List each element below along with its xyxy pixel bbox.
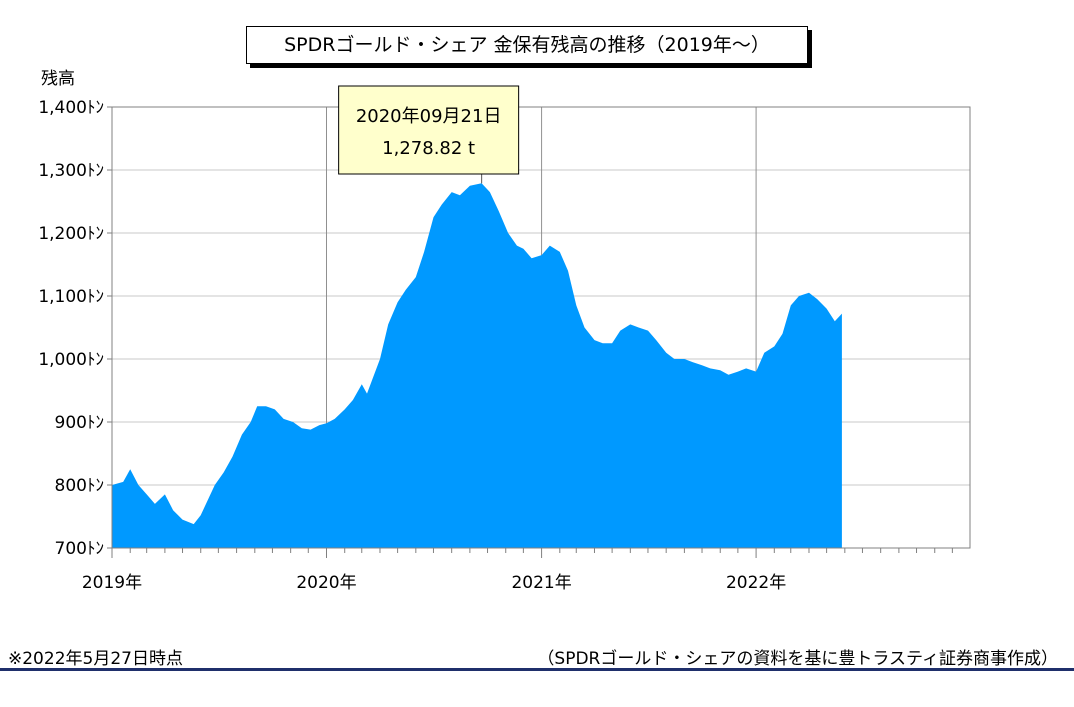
y-axis-ticks	[107, 106, 112, 549]
y-axis-title: 残高	[41, 69, 75, 89]
y-tick-label: 1,200ﾄﾝ	[38, 224, 104, 244]
footer-source: （SPDRゴールド・シェアの資料を基に豊トラスティ証券商事作成）	[537, 649, 1058, 669]
x-tick-label: 2022年	[726, 573, 786, 593]
callout-box	[338, 85, 520, 175]
y-tick-label: 700ﾄﾝ	[55, 539, 104, 559]
y-tick-label: 1,400ﾄﾝ	[38, 98, 104, 118]
x-axis-labels: 2019年 2020年 2021年 2022年	[82, 573, 786, 593]
plot-frame	[111, 106, 971, 549]
footer-rule	[0, 668, 1074, 671]
y-axis-labels: 700ﾄﾝ 800ﾄﾝ 900ﾄﾝ 1,000ﾄﾝ 1,100ﾄﾝ 1,200ﾄﾝ 1,30…	[38, 98, 104, 559]
y-tick-label: 1,100ﾄﾝ	[38, 287, 104, 307]
callout-value: 1,278.82 t	[382, 138, 475, 159]
y-tick-label: 1,300ﾄﾝ	[38, 161, 104, 181]
callout-date: 2020年09月21日	[356, 106, 502, 127]
peak-callout: 2020年09月21日 1,278.82 t	[338, 85, 520, 175]
holdings-area	[112, 183, 842, 549]
x-axis-ticks	[111, 548, 953, 558]
x-tick-label: 2020年	[296, 573, 356, 593]
footer-note: ※2022年5月27日時点	[8, 649, 183, 669]
x-tick-label: 2021年	[511, 573, 571, 593]
chart-title: SPDRゴールド・シェア 金保有残高の推移（2019年～）	[246, 26, 808, 64]
y-tick-label: 800ﾄﾝ	[55, 476, 104, 496]
y-tick-label: 900ﾄﾝ	[55, 413, 104, 433]
y-tick-label: 1,000ﾄﾝ	[38, 350, 104, 370]
x-tick-label: 2019年	[82, 573, 142, 593]
